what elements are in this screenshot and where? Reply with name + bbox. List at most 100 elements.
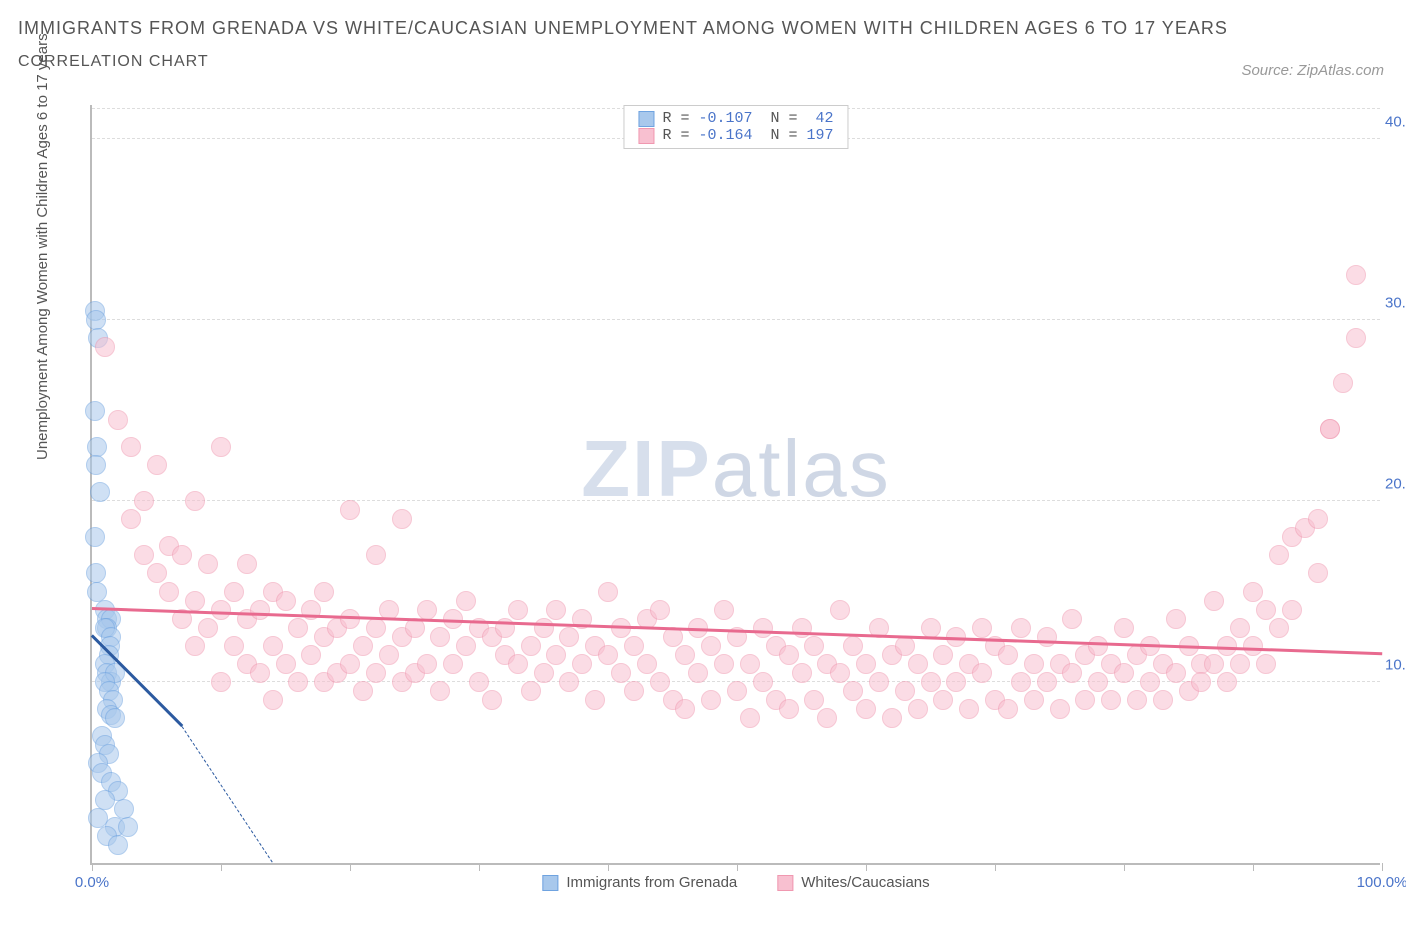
point-whites: [830, 663, 850, 683]
xtick-label: 0.0%: [75, 874, 109, 891]
trendline: [92, 607, 1382, 655]
point-whites: [185, 591, 205, 611]
point-whites: [508, 654, 528, 674]
point-whites: [585, 690, 605, 710]
point-whites: [1050, 699, 1070, 719]
chart-area: ZIPatlas R = -0.107 N = 42 R = -0.164 N …: [60, 105, 1380, 865]
point-whites: [753, 618, 773, 638]
point-whites: [456, 591, 476, 611]
point-whites: [1282, 600, 1302, 620]
point-whites: [1114, 663, 1134, 683]
point-whites: [650, 672, 670, 692]
chart-subtitle: CORRELATION CHART: [18, 53, 1406, 71]
point-whites: [895, 636, 915, 656]
point-whites: [804, 690, 824, 710]
point-grenada: [95, 790, 115, 810]
point-whites: [921, 618, 941, 638]
trendline-dash: [182, 727, 273, 863]
point-whites: [843, 636, 863, 656]
point-whites: [211, 600, 231, 620]
legend-item-grenada: Immigrants from Grenada: [542, 874, 737, 891]
xtick: [479, 863, 480, 871]
point-whites: [250, 663, 270, 683]
point-whites: [546, 600, 566, 620]
point-whites: [366, 618, 386, 638]
point-whites: [1075, 690, 1095, 710]
point-whites: [147, 563, 167, 583]
point-whites: [211, 437, 231, 457]
point-whites: [1114, 618, 1134, 638]
point-whites: [779, 645, 799, 665]
point-grenada: [108, 835, 128, 855]
point-whites: [443, 654, 463, 674]
ytick-label: 10.0%: [1385, 657, 1406, 674]
point-whites: [624, 636, 644, 656]
point-grenada: [90, 482, 110, 502]
point-whites: [185, 491, 205, 511]
point-whites: [1088, 636, 1108, 656]
point-whites: [301, 645, 321, 665]
point-whites: [1269, 545, 1289, 565]
point-whites: [701, 690, 721, 710]
point-whites: [1346, 328, 1366, 348]
point-whites: [740, 654, 760, 674]
point-whites: [895, 681, 915, 701]
legend-row-whites: R = -0.164 N = 197: [638, 127, 833, 144]
point-whites: [1062, 663, 1082, 683]
point-grenada: [118, 817, 138, 837]
point-whites: [1204, 654, 1224, 674]
point-whites: [366, 663, 386, 683]
point-whites: [224, 636, 244, 656]
point-whites: [340, 500, 360, 520]
point-whites: [792, 663, 812, 683]
point-grenada: [85, 401, 105, 421]
point-whites: [933, 690, 953, 710]
point-whites: [856, 654, 876, 674]
series-legend: Immigrants from Grenada Whites/Caucasian…: [542, 874, 929, 891]
point-whites: [1204, 591, 1224, 611]
point-whites: [417, 654, 437, 674]
xtick: [1124, 863, 1125, 871]
gridline-h: [92, 500, 1380, 501]
point-whites: [237, 554, 257, 574]
point-whites: [1308, 563, 1328, 583]
xtick: [221, 863, 222, 871]
point-whites: [559, 672, 579, 692]
point-whites: [417, 600, 437, 620]
point-whites: [817, 708, 837, 728]
point-whites: [1346, 265, 1366, 285]
point-whites: [830, 600, 850, 620]
point-grenada: [86, 310, 106, 330]
point-whites: [637, 654, 657, 674]
point-whites: [959, 699, 979, 719]
point-whites: [263, 636, 283, 656]
point-whites: [134, 545, 154, 565]
point-whites: [559, 627, 579, 647]
point-whites: [946, 672, 966, 692]
point-whites: [714, 600, 734, 620]
point-whites: [650, 600, 670, 620]
swatch-whites-bottom: [777, 875, 793, 891]
point-whites: [159, 582, 179, 602]
point-whites: [198, 618, 218, 638]
point-whites: [147, 455, 167, 475]
xtick: [350, 863, 351, 871]
point-whites: [482, 690, 502, 710]
y-axis-label: Unemployment Among Women with Children A…: [34, 33, 51, 460]
point-whites: [224, 582, 244, 602]
point-whites: [1088, 672, 1108, 692]
point-whites: [1320, 419, 1340, 439]
point-whites: [611, 663, 631, 683]
point-whites: [121, 509, 141, 529]
point-whites: [1230, 618, 1250, 638]
point-whites: [1308, 509, 1328, 529]
point-whites: [598, 582, 618, 602]
swatch-grenada: [638, 111, 654, 127]
point-whites: [753, 672, 773, 692]
point-whites: [675, 645, 695, 665]
point-whites: [1166, 609, 1186, 629]
point-whites: [172, 545, 192, 565]
point-whites: [908, 699, 928, 719]
point-whites: [276, 654, 296, 674]
point-whites: [1269, 618, 1289, 638]
